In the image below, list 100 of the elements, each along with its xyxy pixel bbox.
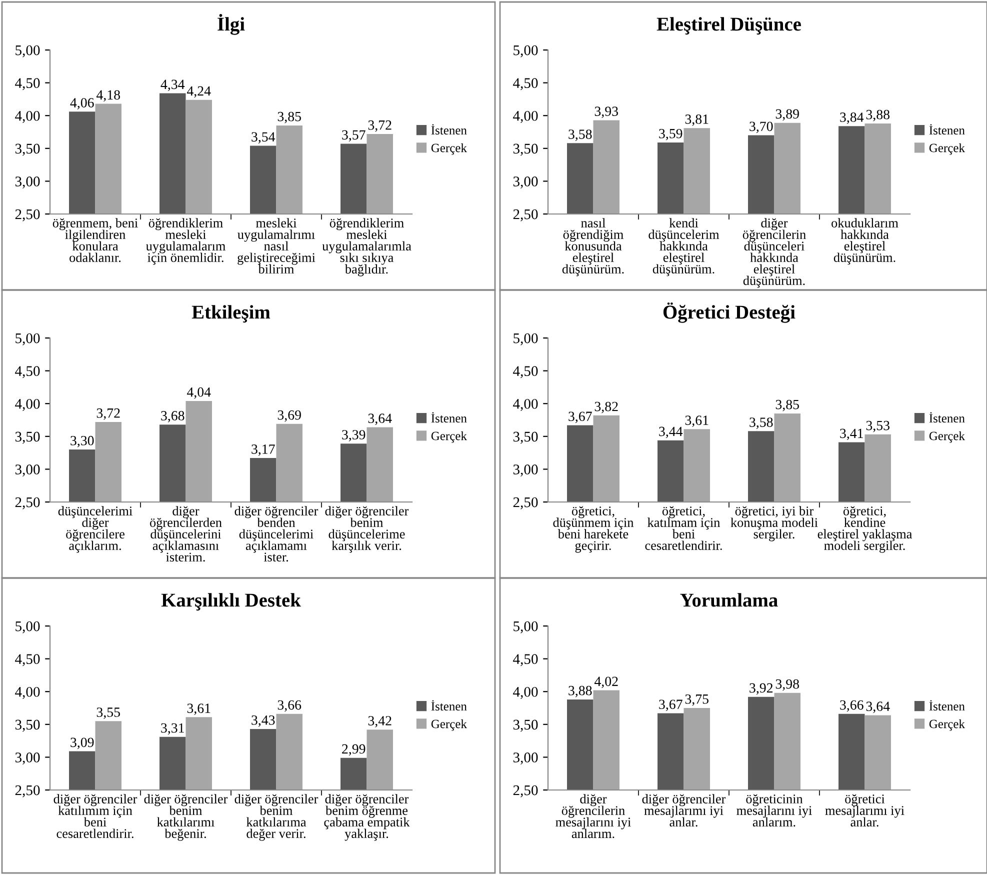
data-label: 3,39 (342, 430, 366, 442)
legend-label: İstenen (431, 700, 467, 711)
y-tick-label: 5,00 (16, 333, 40, 346)
y-tick-label: 5,00 (16, 45, 40, 58)
data-label: 3,67 (568, 412, 592, 424)
y-tick-label: 5,00 (514, 621, 538, 634)
legend-label: İstenen (929, 412, 965, 423)
x-tick-label: diğer öğrenciler katılımım için beni cesaretlendirir. (54, 794, 138, 838)
y-tick-label: 2,50 (513, 209, 538, 222)
data-label: 3,85 (278, 112, 301, 124)
data-label: 3,17 (252, 444, 275, 456)
data-label: 3,82 (594, 402, 618, 414)
y-tick-label: 4,50 (15, 654, 40, 666)
data-label: 3,88 (866, 110, 890, 122)
data-label: 3,09 (70, 738, 94, 750)
y-tick-label: 4,00 (513, 686, 538, 699)
x-tick-label: diğer öğrenciler benden düşüncelerimi açıklamamı ister. (234, 506, 318, 562)
y-tick-label: 3,50 (15, 432, 40, 444)
y-tick-label: 2,50 (15, 785, 40, 798)
x-tick-label: diğer öğrenciler mesajlarımı iyi anlar. (642, 794, 726, 827)
data-label: 3,43 (252, 715, 275, 727)
x-tick-label: diğer öğrencilerin düşünceleri hakkında eleştirel düşünürüm. (742, 218, 806, 288)
data-label: 3,69 (278, 410, 301, 422)
x-tick-label: diğer öğrenciler benim düşüncelerime karşılık verir. (325, 506, 409, 553)
chart-title: Etkileşim (192, 305, 270, 323)
data-label: 3,98 (776, 679, 799, 691)
y-tick-label: 3,50 (513, 720, 538, 732)
y-tick-label: 5,00 (16, 621, 40, 634)
x-tick-label: diğer öğrencilerin mesajlarını iyi anlarım. (556, 794, 631, 838)
chart-title: İlgi (218, 14, 245, 35)
x-tick-label: kendi düşüncelerim hakkında eleştirel düşünürüm. (648, 218, 720, 276)
x-tick-label: diğer öğrencilerden düşüncelerini açıklamasını isterim. (150, 506, 222, 562)
y-tick-label: 2,50 (15, 209, 40, 222)
y-tick-label: 2,50 (513, 785, 538, 798)
data-label: 3,41 (840, 428, 863, 440)
y-tick-label: 4,00 (513, 398, 538, 411)
data-label: 3,89 (776, 109, 799, 121)
chart-title: Karşılıklı Destek (161, 593, 301, 611)
data-label: 4,18 (96, 90, 120, 102)
y-tick-label: 4,00 (15, 398, 40, 411)
y-tick-label: 2,50 (513, 497, 538, 510)
y-tick-label: 3,00 (15, 752, 40, 764)
legend-label: İstenen (431, 412, 467, 423)
data-label: 3,68 (161, 411, 184, 422)
data-label: 3,92 (750, 683, 773, 695)
y-tick-label: 3,00 (513, 752, 538, 764)
data-label: 3,67 (659, 700, 682, 712)
legend-label: İstenen (431, 124, 467, 135)
data-label: 4,34 (160, 80, 185, 92)
legend-label: Gerçek (929, 719, 965, 731)
data-label: 3,70 (750, 122, 773, 134)
data-label: 4,06 (70, 98, 94, 110)
x-tick-label: öğretici, kendine eleştirel yaklaşma modeli sergiler. (818, 506, 912, 553)
data-label: 3,64 (866, 702, 890, 714)
x-tick-label: düşüncelerimi diğer öğrencilere açıklarım. (58, 506, 132, 553)
y-tick-label: 5,00 (514, 333, 538, 346)
x-tick-label: öğretici, katılmam için beni cesaretlendirir. (645, 506, 722, 550)
data-label: 3,58 (568, 130, 592, 141)
data-label: 3,58 (750, 418, 773, 429)
chart-title: Eleştirel Düşünce (656, 17, 801, 35)
y-tick-label: 4,00 (513, 110, 538, 123)
x-tick-label: öğretici, iyi bir konuşma modeli sergiler. (730, 506, 818, 542)
x-tick-label: öğrendiklerim mesleki uygulamalarımla sıkı sıkıya bağlıdır. (322, 218, 412, 276)
data-label: 4,24 (186, 86, 211, 98)
data-label: 3,53 (866, 420, 890, 432)
x-tick-label: nasıl öğrendiğim konusunda eleştirel düşünürüm. (562, 218, 624, 276)
x-tick-label: mesleki uygulamalrımı nasıl geliştireceğimi bilirim (238, 218, 316, 274)
y-tick-label: 4,50 (15, 78, 40, 90)
y-tick-label: 4,00 (15, 686, 40, 699)
data-label: 3,42 (368, 716, 392, 728)
y-tick-label: 4,50 (513, 78, 538, 90)
data-label: 3,66 (278, 700, 302, 712)
x-tick-label: diğer öğrenciler benim katkılarımı beğenir. (144, 794, 228, 841)
data-label: 3,57 (342, 130, 366, 142)
x-tick-label: öğreticinin mesajlarını iyi anlarım. (736, 794, 812, 827)
y-tick-label: 2,50 (15, 497, 40, 510)
data-label: 3,44 (659, 426, 683, 438)
y-tick-label: 5,00 (514, 45, 538, 58)
legend-label: Gerçek (431, 719, 467, 731)
data-label: 2,99 (342, 744, 366, 756)
legend-label: Gerçek (431, 431, 467, 443)
x-tick-label: öğrenmem, beni ilgilendiren konulara odaklanır. (52, 218, 138, 262)
y-tick-label: 4,50 (513, 366, 538, 378)
data-label: 3,61 (187, 704, 210, 715)
data-label: 3,88 (568, 686, 592, 698)
data-label: 3,61 (685, 416, 708, 427)
data-label: 3,84 (840, 112, 864, 124)
y-tick-label: 3,50 (513, 144, 538, 156)
x-tick-label: öğrendiklerim mesleki uygulamalarım için önemlidir. (146, 218, 226, 265)
data-label: 3,75 (685, 694, 708, 706)
data-label: 3,93 (594, 106, 618, 118)
data-label: 3,81 (685, 114, 708, 126)
data-label: 3,31 (161, 723, 184, 735)
legend-label: Gerçek (929, 143, 965, 155)
y-tick-label: 4,50 (15, 366, 40, 378)
y-tick-label: 4,50 (513, 654, 538, 666)
x-tick-label: öğretici, düşünmem için beni harekete geçirir. (553, 506, 634, 553)
x-tick-label: diğer öğrenciler benim katkılarıma değer verir. (234, 794, 318, 841)
y-tick-label: 4,00 (15, 110, 40, 123)
y-tick-label: 3,00 (15, 464, 40, 476)
